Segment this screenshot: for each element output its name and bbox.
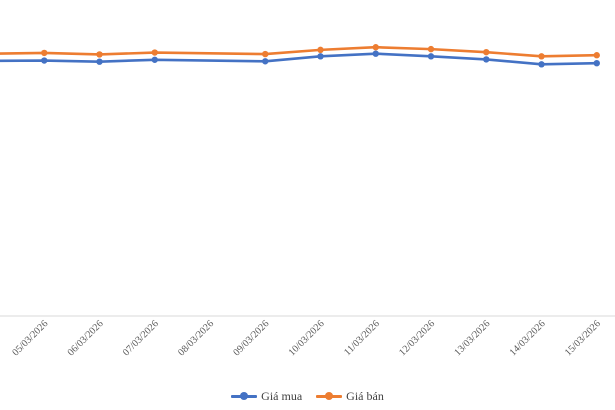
series-point-0 xyxy=(317,53,324,60)
series-point-1 xyxy=(372,44,379,51)
x-tick-label: 10/03/2026 xyxy=(287,318,327,358)
series-point-0 xyxy=(151,56,158,63)
series-point-0 xyxy=(262,58,269,65)
series-point-0 xyxy=(41,57,48,64)
x-tick-label: 12/03/2026 xyxy=(397,318,437,358)
series-point-1 xyxy=(262,50,269,58)
legend-label-buy: Giá mua xyxy=(261,388,303,403)
series-line-1 xyxy=(0,45,599,58)
legend: Giá mua Giá bán xyxy=(0,387,615,405)
x-tick-label: 07/03/2026 xyxy=(121,318,161,358)
series-point-0 xyxy=(96,58,103,65)
legend-dot-sell-icon xyxy=(325,392,334,400)
x-tick-label: 11/03/2026 xyxy=(342,318,382,358)
x-tick-label: 13/03/2026 xyxy=(452,318,492,358)
series-point-1 xyxy=(593,52,600,59)
series-point-0 xyxy=(483,56,490,63)
series-point-1 xyxy=(41,49,48,57)
legend-swatch-buy xyxy=(231,391,258,401)
legend-item-sell: Giá bán xyxy=(316,389,384,404)
legend-dot-buy-icon xyxy=(240,392,249,400)
series-point-0 xyxy=(593,60,600,67)
series-point-0 xyxy=(538,61,545,68)
x-tick-label: 06/03/2026 xyxy=(66,318,106,358)
x-tick-labels: 04/03/202605/03/202606/03/202607/03/2026… xyxy=(10,318,603,358)
series-point-1 xyxy=(96,51,103,58)
series-point-1 xyxy=(317,46,324,54)
legend-swatch-sell xyxy=(316,391,343,401)
series-point-1 xyxy=(483,48,490,56)
series-layer xyxy=(0,44,600,68)
series-point-0 xyxy=(372,50,379,57)
legend-label-sell: Giá bán xyxy=(346,388,384,403)
x-tick-label: 15/03/2026 xyxy=(563,318,603,358)
x-tick-label: 09/03/2026 xyxy=(231,318,271,358)
x-tick-label: 08/03/2026 xyxy=(176,318,216,358)
series-point-1 xyxy=(538,53,545,60)
legend-item-buy: Giá mua xyxy=(231,389,302,404)
series-point-0 xyxy=(427,53,435,60)
series-point-1 xyxy=(151,49,158,56)
x-tick-label: 05/03/2026 xyxy=(10,318,50,358)
series-point-1 xyxy=(427,45,435,53)
x-tick-label: 14/03/2026 xyxy=(508,318,548,358)
